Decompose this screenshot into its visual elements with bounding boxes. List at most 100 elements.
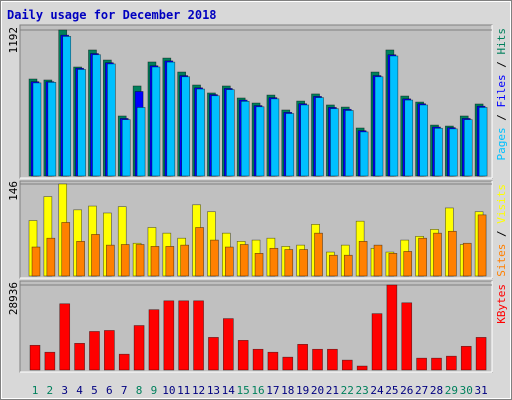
bar: [434, 127, 443, 177]
bar: [433, 232, 442, 277]
x-tick-label: 5: [91, 384, 98, 397]
y-tick-label: 146: [7, 181, 20, 201]
bar: [254, 253, 264, 277]
bar: [267, 351, 279, 371]
bar: [136, 107, 146, 177]
bar: [208, 337, 219, 371]
bar: [120, 244, 130, 277]
bar: [226, 89, 235, 177]
legend: Sites / Visits: [495, 184, 508, 277]
bar: [330, 108, 339, 177]
bar: [240, 100, 250, 177]
bar: [282, 356, 294, 371]
bar: [358, 241, 368, 277]
bar: [284, 249, 294, 277]
x-tick-label: 14: [222, 384, 236, 397]
bar: [135, 244, 145, 277]
bar: [252, 348, 264, 371]
bar: [163, 300, 175, 371]
x-tick-label: 16: [251, 384, 264, 397]
bar: [416, 357, 427, 371]
bar: [92, 54, 101, 177]
bar: [106, 244, 115, 277]
bar: [165, 246, 175, 277]
bar: [446, 355, 457, 371]
bar: [300, 104, 309, 177]
x-tick-label: 29: [445, 384, 458, 397]
chart-title: Daily usage for December 2018: [7, 8, 217, 22]
x-tick-label: 30: [460, 384, 473, 397]
legend-entry: Pages: [495, 127, 508, 160]
bar: [77, 69, 86, 177]
bar: [389, 55, 399, 177]
bar: [166, 61, 176, 177]
x-tick-label: 6: [106, 384, 113, 397]
bar: [269, 247, 279, 277]
bar: [148, 309, 160, 371]
bar: [478, 107, 488, 177]
bar: [121, 119, 131, 177]
bar: [32, 82, 42, 177]
bar: [62, 36, 72, 177]
x-tick-label: 28: [430, 384, 443, 397]
bar: [31, 246, 41, 277]
bar: [329, 254, 338, 277]
bar: [237, 340, 249, 371]
x-tick-label: 7: [121, 384, 128, 397]
bar: [344, 110, 354, 177]
bar: [255, 106, 265, 177]
bar: [29, 344, 41, 371]
legend-entry: KBytes: [495, 284, 508, 324]
x-tick-label: 11: [177, 384, 190, 397]
x-tick-label: 22: [341, 384, 354, 397]
x-tick-label: 20: [311, 384, 324, 397]
bar: [386, 284, 398, 371]
bar: [133, 325, 145, 371]
bar: [371, 313, 383, 371]
x-tick-label: 24: [370, 384, 384, 397]
bar: [47, 82, 57, 177]
bar: [401, 302, 413, 371]
x-tick-label: 1: [32, 384, 39, 397]
bar: [44, 351, 56, 371]
x-tick-label: 3: [61, 384, 68, 397]
bar: [359, 131, 369, 177]
legend-entry: Visits: [495, 184, 508, 224]
x-tick-label: 8: [136, 384, 143, 397]
bar: [151, 66, 161, 177]
bar: [477, 214, 487, 277]
x-tick-label: 27: [415, 384, 428, 397]
bar: [104, 330, 115, 371]
bar: [475, 337, 487, 371]
bar: [223, 318, 234, 371]
bar: [211, 95, 220, 177]
legend-separator: /: [495, 55, 508, 75]
bar: [312, 348, 323, 371]
bar: [403, 251, 413, 277]
x-tick-label: 25: [385, 384, 398, 397]
x-tick-label: 17: [266, 384, 279, 397]
bar: [374, 76, 384, 177]
bar: [210, 239, 219, 277]
x-tick-label: 21: [326, 384, 339, 397]
bar: [419, 104, 428, 177]
bar: [180, 244, 189, 277]
bar: [118, 353, 130, 371]
x-tick-label: 15: [237, 384, 250, 397]
x-tick-label: 13: [207, 384, 220, 397]
y-tick-label: 1192: [7, 27, 20, 54]
legend: Pages / Files / Hits: [495, 28, 508, 161]
bar: [61, 222, 71, 277]
bar: [193, 300, 204, 371]
bar: [195, 227, 204, 277]
bar: [46, 237, 56, 277]
bar: [196, 88, 205, 177]
x-tick-label: 31: [474, 384, 487, 397]
x-tick-label: 10: [162, 384, 175, 397]
bar: [343, 254, 353, 277]
bar: [299, 249, 308, 277]
bar: [448, 230, 457, 277]
x-tick-label: 12: [192, 384, 205, 397]
